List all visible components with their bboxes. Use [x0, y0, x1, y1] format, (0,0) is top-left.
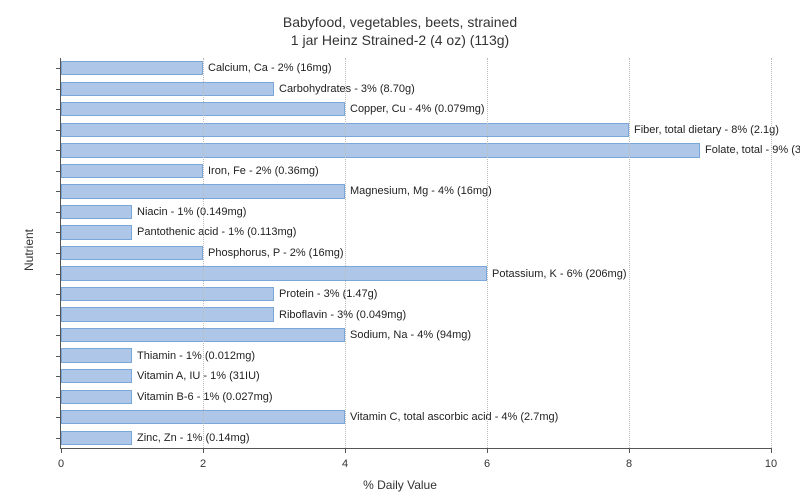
bar: Folate, total - 9% (35mcg): [61, 143, 700, 157]
y-axis-label: Nutrient: [22, 229, 36, 271]
bar: Phosphorus, P - 2% (16mg): [61, 246, 203, 260]
bar-row: Folate, total - 9% (35mcg): [61, 143, 771, 157]
grid-line: [345, 58, 346, 448]
bar-row: Iron, Fe - 2% (0.36mg): [61, 164, 771, 178]
x-tick-label: 0: [58, 458, 64, 470]
bar-row: Vitamin A, IU - 1% (31IU): [61, 369, 771, 383]
bar-row: Calcium, Ca - 2% (16mg): [61, 61, 771, 75]
bar-label: Copper, Cu - 4% (0.079mg): [344, 103, 485, 115]
y-tick-mark: [56, 109, 61, 110]
bar: Riboflavin - 3% (0.049mg): [61, 307, 274, 321]
y-tick-mark: [56, 150, 61, 151]
chart-container: Babyfood, vegetables, beets, strained 1 …: [0, 0, 800, 500]
bar: Niacin - 1% (0.149mg): [61, 205, 132, 219]
bar: Zinc, Zn - 1% (0.14mg): [61, 431, 132, 445]
y-tick-mark: [56, 356, 61, 357]
bar-row: Copper, Cu - 4% (0.079mg): [61, 102, 771, 116]
y-tick-mark: [56, 130, 61, 131]
x-tick-label: 8: [626, 458, 632, 470]
bar-label: Carbohydrates - 3% (8.70g): [273, 83, 415, 95]
bar-label: Iron, Fe - 2% (0.36mg): [202, 165, 319, 177]
y-tick-mark: [56, 294, 61, 295]
bar-label: Phosphorus, P - 2% (16mg): [202, 247, 344, 259]
y-tick-mark: [56, 89, 61, 90]
bar-label: Riboflavin - 3% (0.049mg): [273, 309, 406, 321]
bar-label: Vitamin B-6 - 1% (0.027mg): [131, 391, 273, 403]
x-tick-mark: [771, 448, 772, 453]
grid-line: [629, 58, 630, 448]
x-tick-mark: [61, 448, 62, 453]
grid-line: [771, 58, 772, 448]
chart-title-line2: 1 jar Heinz Strained-2 (4 oz) (113g): [0, 32, 800, 48]
bar-row: Carbohydrates - 3% (8.70g): [61, 82, 771, 96]
y-tick-mark: [56, 397, 61, 398]
bar: Protein - 3% (1.47g): [61, 287, 274, 301]
bar-label: Calcium, Ca - 2% (16mg): [202, 62, 331, 74]
bar-label: Thiamin - 1% (0.012mg): [131, 350, 255, 362]
chart-title-line1: Babyfood, vegetables, beets, strained: [0, 14, 800, 30]
plot-area: Calcium, Ca - 2% (16mg) Carbohydrates - 3…: [60, 58, 771, 449]
bar-row: Zinc, Zn - 1% (0.14mg): [61, 431, 771, 445]
y-tick-mark: [56, 171, 61, 172]
bar-label: Zinc, Zn - 1% (0.14mg): [131, 432, 249, 444]
bar: Calcium, Ca - 2% (16mg): [61, 61, 203, 75]
bar: Carbohydrates - 3% (8.70g): [61, 82, 274, 96]
bar-label: Folate, total - 9% (35mcg): [699, 144, 800, 156]
bar-row: Magnesium, Mg - 4% (16mg): [61, 184, 771, 198]
x-tick-mark: [345, 448, 346, 453]
y-tick-mark: [56, 376, 61, 377]
y-tick-mark: [56, 232, 61, 233]
bar-row: Riboflavin - 3% (0.049mg): [61, 307, 771, 321]
bar-label: Vitamin A, IU - 1% (31IU): [131, 370, 260, 382]
bars-layer: Calcium, Ca - 2% (16mg) Carbohydrates - 3…: [61, 58, 771, 448]
grid-line: [203, 58, 204, 448]
bar: Thiamin - 1% (0.012mg): [61, 348, 132, 362]
x-tick-label: 4: [342, 458, 348, 470]
y-tick-mark: [56, 274, 61, 275]
x-axis-label: % Daily Value: [0, 478, 800, 492]
x-tick-mark: [629, 448, 630, 453]
bar: Potassium, K - 6% (206mg): [61, 266, 487, 280]
bar-row: Protein - 3% (1.47g): [61, 287, 771, 301]
y-tick-mark: [56, 438, 61, 439]
y-tick-mark: [56, 191, 61, 192]
x-tick-label: 10: [765, 458, 777, 470]
y-tick-mark: [56, 315, 61, 316]
bar-row: Niacin - 1% (0.149mg): [61, 205, 771, 219]
bar-row: Sodium, Na - 4% (94mg): [61, 328, 771, 342]
bar-label: Niacin - 1% (0.149mg): [131, 206, 246, 218]
bar-row: Potassium, K - 6% (206mg): [61, 266, 771, 280]
y-tick-mark: [56, 335, 61, 336]
bar: Pantothenic acid - 1% (0.113mg): [61, 225, 132, 239]
x-tick-mark: [203, 448, 204, 453]
bar-row: Fiber, total dietary - 8% (2.1g): [61, 123, 771, 137]
bar-row: Pantothenic acid - 1% (0.113mg): [61, 225, 771, 239]
bar-label: Protein - 3% (1.47g): [273, 288, 377, 300]
x-tick-label: 6: [484, 458, 490, 470]
y-tick-mark: [56, 253, 61, 254]
bar-row: Vitamin C, total ascorbic acid - 4% (2.7…: [61, 410, 771, 424]
bar-row: Thiamin - 1% (0.012mg): [61, 348, 771, 362]
bar: Vitamin A, IU - 1% (31IU): [61, 369, 132, 383]
bar: Iron, Fe - 2% (0.36mg): [61, 164, 203, 178]
y-tick-mark: [56, 212, 61, 213]
bar-label: Pantothenic acid - 1% (0.113mg): [131, 226, 296, 238]
bar-label: Potassium, K - 6% (206mg): [486, 268, 627, 280]
bar-label: Sodium, Na - 4% (94mg): [344, 329, 471, 341]
bar: Vitamin B-6 - 1% (0.027mg): [61, 390, 132, 404]
grid-line: [487, 58, 488, 448]
x-tick-label: 2: [200, 458, 206, 470]
bar-label: Magnesium, Mg - 4% (16mg): [344, 185, 492, 197]
x-tick-mark: [487, 448, 488, 453]
bar-row: Vitamin B-6 - 1% (0.027mg): [61, 390, 771, 404]
bar-label: Vitamin C, total ascorbic acid - 4% (2.7…: [344, 411, 558, 423]
bar-label: Fiber, total dietary - 8% (2.1g): [628, 124, 779, 136]
bar-row: Phosphorus, P - 2% (16mg): [61, 246, 771, 260]
y-tick-mark: [56, 68, 61, 69]
y-tick-mark: [56, 417, 61, 418]
